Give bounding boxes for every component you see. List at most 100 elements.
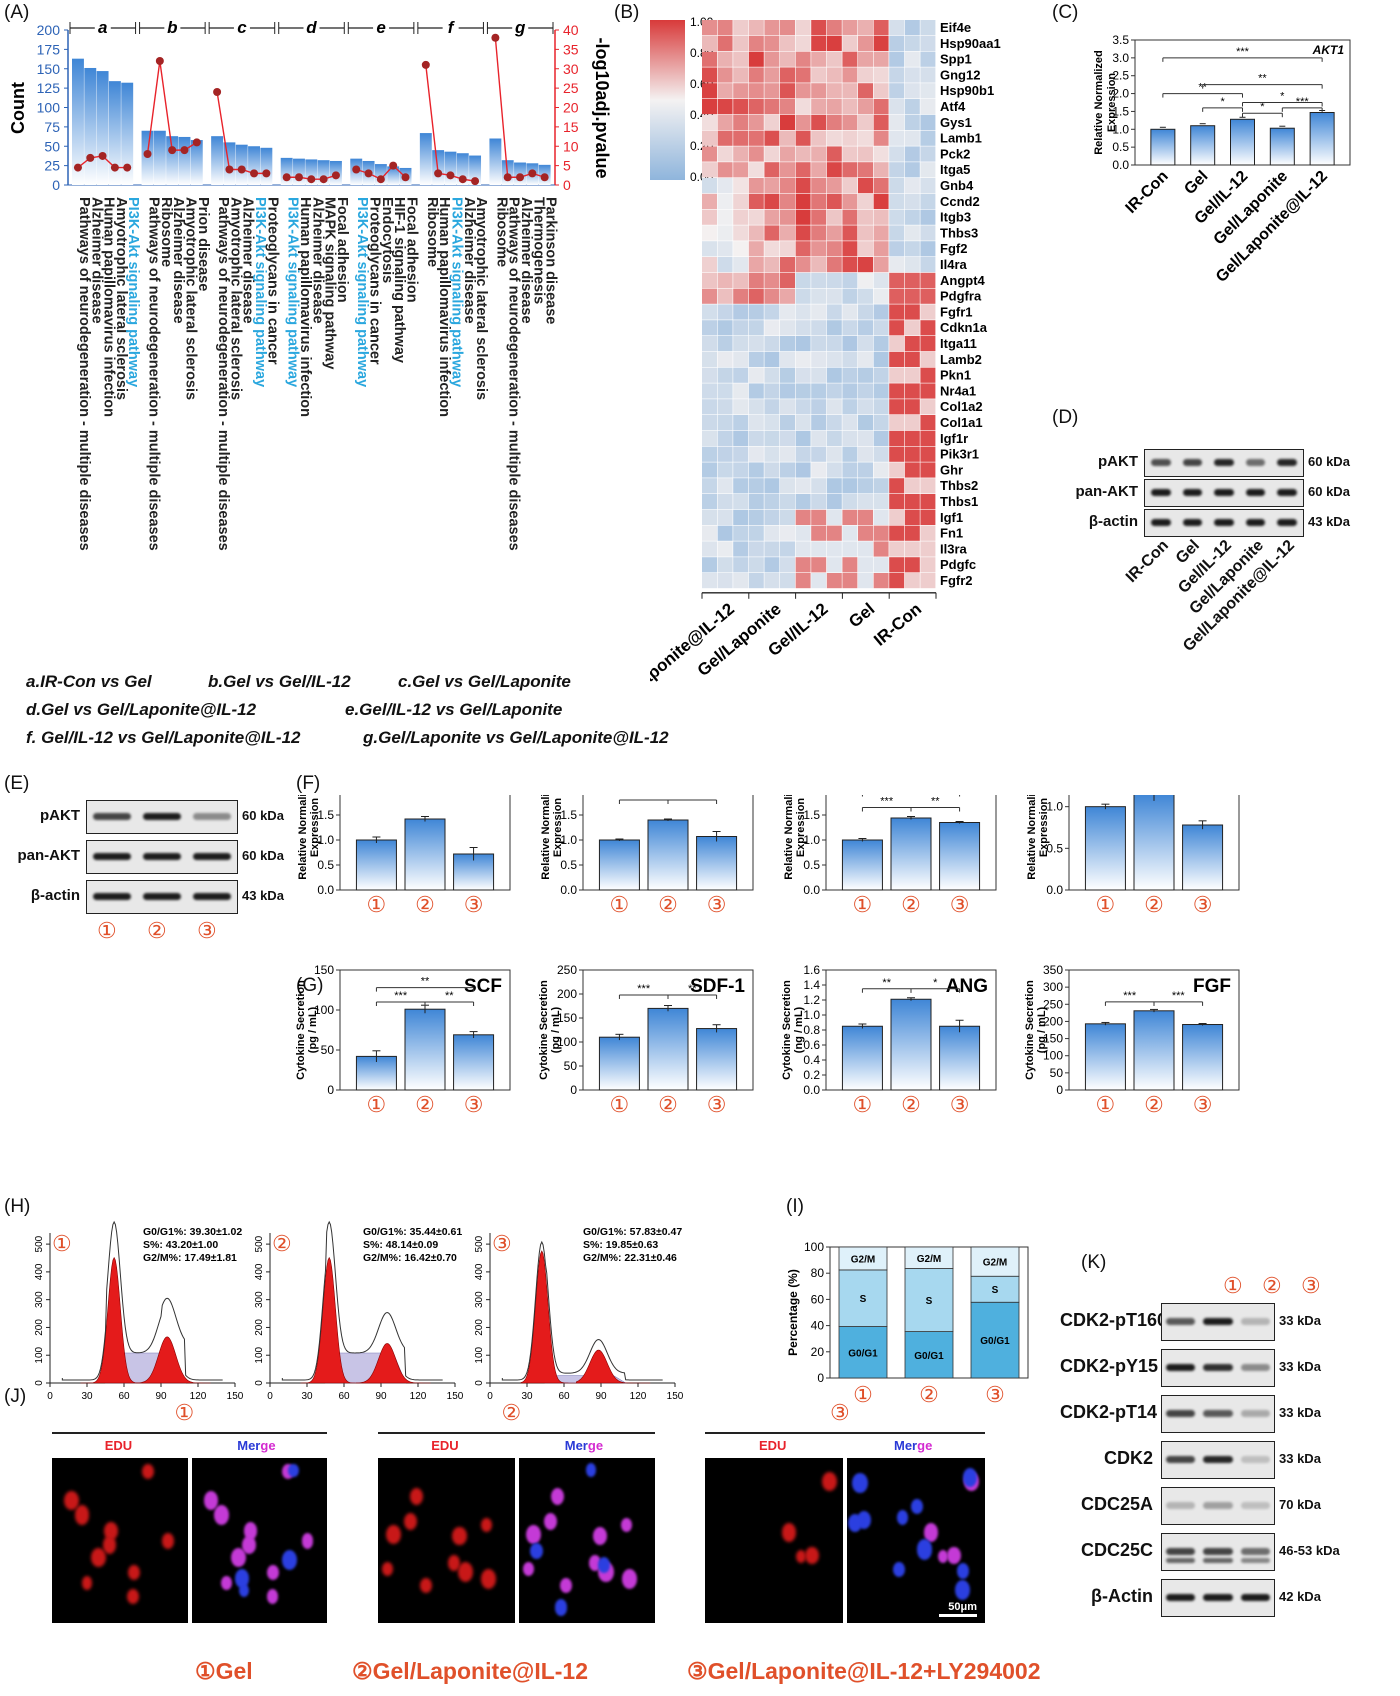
merged-nucleus	[621, 1517, 633, 1532]
pvalue-point	[364, 169, 373, 178]
merged-nucleus	[288, 1463, 299, 1477]
heatmap-cell	[889, 320, 905, 336]
heatmap-cell	[889, 462, 905, 478]
heatmap-cell	[920, 241, 936, 257]
scale-bar	[939, 1614, 977, 1617]
data-bar	[1084, 1023, 1126, 1091]
heatmap-cell	[733, 430, 749, 446]
blot-band	[1166, 1364, 1196, 1371]
heatmap-cell	[904, 320, 920, 336]
heatmap-cell	[748, 99, 764, 115]
heatmap-cell	[811, 288, 827, 304]
left-tick-label: 150	[37, 61, 61, 77]
heatmap-cell	[717, 225, 733, 241]
left-tick-label: 50	[44, 138, 60, 154]
heatmap-cell	[889, 20, 905, 36]
y-tick-label: 300	[34, 1291, 45, 1308]
heatmap-cell	[904, 573, 920, 589]
right-tick-label: 40	[563, 22, 579, 38]
heatmap-cell	[904, 193, 920, 209]
y-tick-label: 0.4	[803, 1053, 820, 1067]
heatmap-cell	[748, 114, 764, 130]
group-letter: b	[167, 18, 177, 37]
heatmap-cell	[764, 383, 780, 399]
heatmap-cell	[811, 383, 827, 399]
edu-nucleus	[805, 1546, 819, 1564]
y-tick-label: 0.5	[803, 858, 820, 872]
heatmap-cell	[858, 257, 873, 273]
heatmap-cell	[842, 336, 858, 352]
right-tick-label: 25	[563, 80, 579, 96]
y-tick-label: 1.5	[317, 808, 334, 822]
data-bar	[1182, 824, 1224, 891]
group-number: ①	[174, 1400, 195, 1425]
color-scale	[650, 20, 685, 180]
kda-label: 33 kDa	[1279, 1313, 1321, 1328]
heatmap-cell	[904, 367, 920, 383]
heatmap-cell	[780, 478, 795, 494]
heatmap-cell	[733, 241, 749, 257]
blot-band	[1203, 1410, 1233, 1417]
data-bar	[841, 839, 883, 891]
heatmap-cell	[858, 35, 873, 51]
panel-label-j: (J)	[4, 1386, 27, 1407]
heatmap-cell	[795, 35, 811, 51]
sig-star: **	[688, 983, 697, 995]
heatmap-cell	[780, 509, 795, 525]
heatmap-cell	[702, 573, 717, 589]
blot-band-lower	[1166, 1558, 1196, 1563]
blot-band	[1240, 1502, 1270, 1509]
category-label: ②	[415, 1092, 435, 1117]
heatmap-cell	[889, 415, 905, 431]
letter-bg	[164, 18, 181, 34]
count-bar	[108, 81, 121, 185]
stack-segment	[970, 1246, 1020, 1277]
heatmap-cell	[733, 304, 749, 320]
heatmap-cell	[764, 209, 780, 225]
edu-image	[705, 1458, 843, 1623]
term-label: Focal adhesion	[334, 197, 350, 303]
heatmap-cell	[842, 383, 858, 399]
heatmap-cell	[748, 525, 764, 541]
heatmap-cell	[873, 67, 889, 83]
y-tick-label: 2.0	[1112, 87, 1129, 101]
heatmap-cell	[811, 99, 827, 115]
merge-label-blue: Mer	[564, 1438, 588, 1453]
legend-g: g.Gel/Laponite vs Gel/Laponite@IL-12	[363, 728, 669, 747]
heatmap-cell	[717, 99, 733, 115]
y-axis-unit: (pg / mL)	[550, 1006, 562, 1053]
y-tick-label: 3.5	[1112, 33, 1129, 47]
heatmap-cell	[764, 557, 780, 573]
heatmap-cell	[904, 20, 920, 36]
heatmap-cell	[780, 351, 795, 367]
y-axis-unit: (pg / mL)	[1036, 1006, 1048, 1053]
histogram-line	[501, 1240, 663, 1381]
merged-nucleus	[560, 1577, 573, 1594]
letter-bg	[442, 18, 459, 34]
blot-band	[1203, 1318, 1233, 1325]
term-label: PI3K-Akt signaling pathway	[354, 197, 370, 387]
merged-nucleus	[585, 1463, 597, 1477]
heatmap-cell	[920, 304, 936, 320]
heatmap-cell	[748, 415, 764, 431]
pvalue-point	[110, 163, 119, 172]
merge-label: Merge	[565, 1438, 603, 1453]
heatmap-cell	[748, 67, 764, 83]
pvalue-point	[155, 57, 164, 65]
heatmap-cell	[748, 509, 764, 525]
blot-band	[1240, 1594, 1270, 1601]
term-label: MAPK signaling pathway	[322, 197, 338, 369]
heatmap-cell	[733, 130, 749, 146]
y-axis-label: Relative Normalized	[297, 795, 309, 880]
heatmap-cell	[826, 478, 842, 494]
heatmap-cell	[920, 257, 936, 273]
heatmap-cell	[717, 67, 733, 83]
term-label: PI3K-Akt signaling pathway	[252, 197, 268, 387]
merge-image	[518, 1458, 655, 1623]
heatmap-cell	[733, 367, 749, 383]
category-label: ③	[1193, 892, 1213, 917]
heatmap-cell	[811, 320, 827, 336]
heatmap-cell	[858, 320, 873, 336]
category-label: IR-Con	[1123, 168, 1172, 217]
pvalue-point	[421, 60, 430, 69]
